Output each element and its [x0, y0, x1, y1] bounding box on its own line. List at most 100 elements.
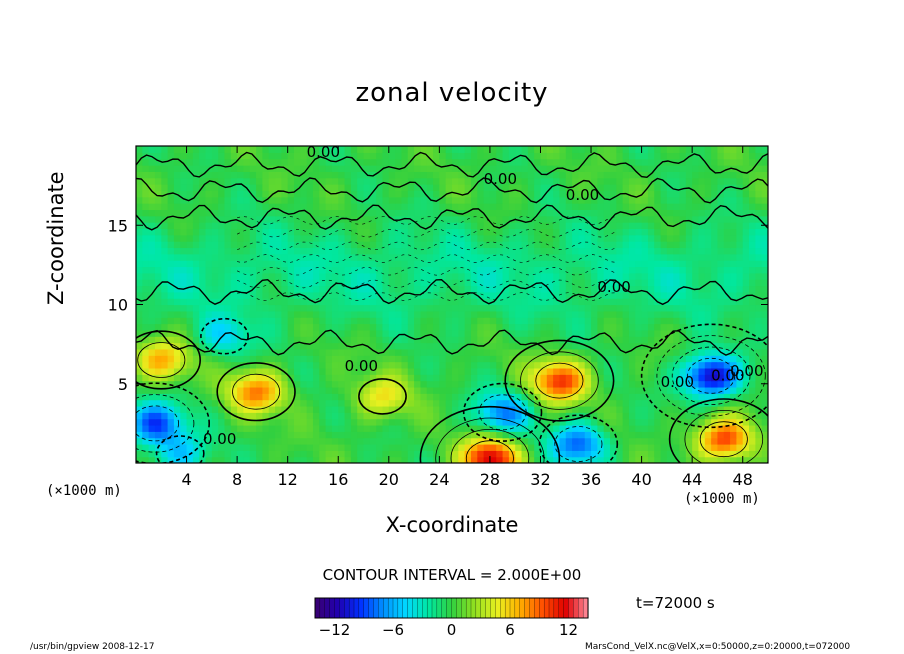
- field-cell: [262, 234, 270, 242]
- field-cell: [256, 209, 263, 217]
- field-cell: [666, 203, 674, 210]
- field-cell: [243, 272, 251, 280]
- field-cell: [521, 323, 529, 331]
- field-cell: [136, 367, 143, 375]
- field-cell: [692, 272, 700, 280]
- field-cell: [192, 329, 200, 337]
- field-cell: [470, 443, 478, 451]
- field-cell: [306, 222, 314, 230]
- field-cell: [546, 266, 554, 274]
- field-cell: [654, 418, 662, 426]
- field-cell: [591, 247, 598, 255]
- field-cell: [363, 329, 371, 337]
- field-cell: [376, 367, 384, 375]
- field-cell: [420, 405, 428, 413]
- field-cell: [458, 228, 466, 236]
- field-cell: [502, 171, 510, 179]
- field-cell: [167, 431, 175, 439]
- field-cell: [357, 196, 365, 204]
- field-cell: [666, 310, 674, 318]
- field-cell: [439, 418, 447, 426]
- field-cell: [654, 222, 662, 230]
- field-cell: [698, 456, 706, 463]
- field-cell: [761, 412, 768, 420]
- field-cell: [730, 171, 737, 179]
- field-cell: [142, 241, 150, 249]
- field-cell: [704, 431, 712, 439]
- field-cell: [344, 304, 352, 312]
- field-cell: [628, 247, 636, 255]
- field-cell: [237, 342, 245, 350]
- field-cell: [685, 348, 693, 356]
- field-cell: [597, 241, 605, 249]
- field-cell: [679, 336, 687, 344]
- field-cell: [692, 298, 700, 306]
- field-cell: [673, 412, 681, 420]
- field-cell: [325, 424, 333, 432]
- field-cell: [660, 374, 668, 382]
- field-cell: [414, 215, 421, 223]
- field-cell: [546, 310, 554, 318]
- field-cell: [325, 405, 333, 413]
- field-cell: [173, 336, 181, 344]
- field-cell: [275, 329, 282, 337]
- field-cell: [256, 215, 263, 223]
- field-cell: [559, 146, 567, 153]
- field-cell: [414, 405, 421, 413]
- field-cell: [692, 348, 700, 356]
- field-cell: [136, 323, 143, 331]
- field-cell: [660, 342, 668, 350]
- field-cell: [565, 209, 573, 217]
- field-cell: [237, 298, 245, 306]
- field-cell: [704, 456, 712, 463]
- field-cell: [540, 323, 548, 331]
- field-cell: [363, 177, 371, 185]
- field-cell: [388, 209, 396, 217]
- field-cell: [502, 348, 510, 356]
- field-cell: [325, 152, 333, 160]
- field-cell: [186, 323, 194, 331]
- field-cell: [483, 266, 491, 274]
- field-cell: [635, 291, 643, 299]
- field-cell: [666, 405, 674, 413]
- field-cell: [407, 399, 415, 407]
- field-cell: [262, 222, 270, 230]
- field-cell: [464, 443, 472, 451]
- field-cell: [300, 203, 308, 210]
- field-cell: [331, 424, 339, 432]
- field-cell: [685, 171, 693, 179]
- field-cell: [761, 298, 768, 306]
- field-cell: [521, 393, 529, 401]
- field-cell: [502, 355, 510, 363]
- field-cell: [546, 215, 554, 223]
- field-cell: [685, 190, 693, 198]
- field-cell: [205, 431, 213, 439]
- field-cell: [388, 253, 396, 261]
- field-cell: [666, 367, 674, 375]
- field-cell: [382, 393, 390, 401]
- field-cell: [256, 260, 263, 268]
- field-cell: [268, 234, 276, 242]
- field-cell: [673, 241, 681, 249]
- field-cell: [142, 272, 150, 280]
- field-cell: [736, 209, 744, 217]
- field-cell: [610, 418, 617, 426]
- field-cell: [237, 291, 245, 299]
- field-cell: [559, 431, 567, 439]
- field-cell: [635, 190, 643, 198]
- field-cell: [369, 310, 377, 318]
- field-cell: [173, 190, 181, 198]
- field-cell: [628, 431, 636, 439]
- field-cell: [635, 234, 643, 242]
- field-cell: [584, 329, 592, 337]
- field-cell: [641, 405, 649, 413]
- field-cell: [736, 279, 744, 287]
- field-cell: [565, 405, 573, 413]
- field-cell: [350, 329, 358, 337]
- field-cell: [572, 203, 579, 210]
- field-cell: [357, 367, 365, 375]
- field-cell: [477, 418, 485, 426]
- field-cell: [369, 450, 377, 458]
- field-cell: [344, 450, 352, 458]
- field-cell: [369, 234, 377, 242]
